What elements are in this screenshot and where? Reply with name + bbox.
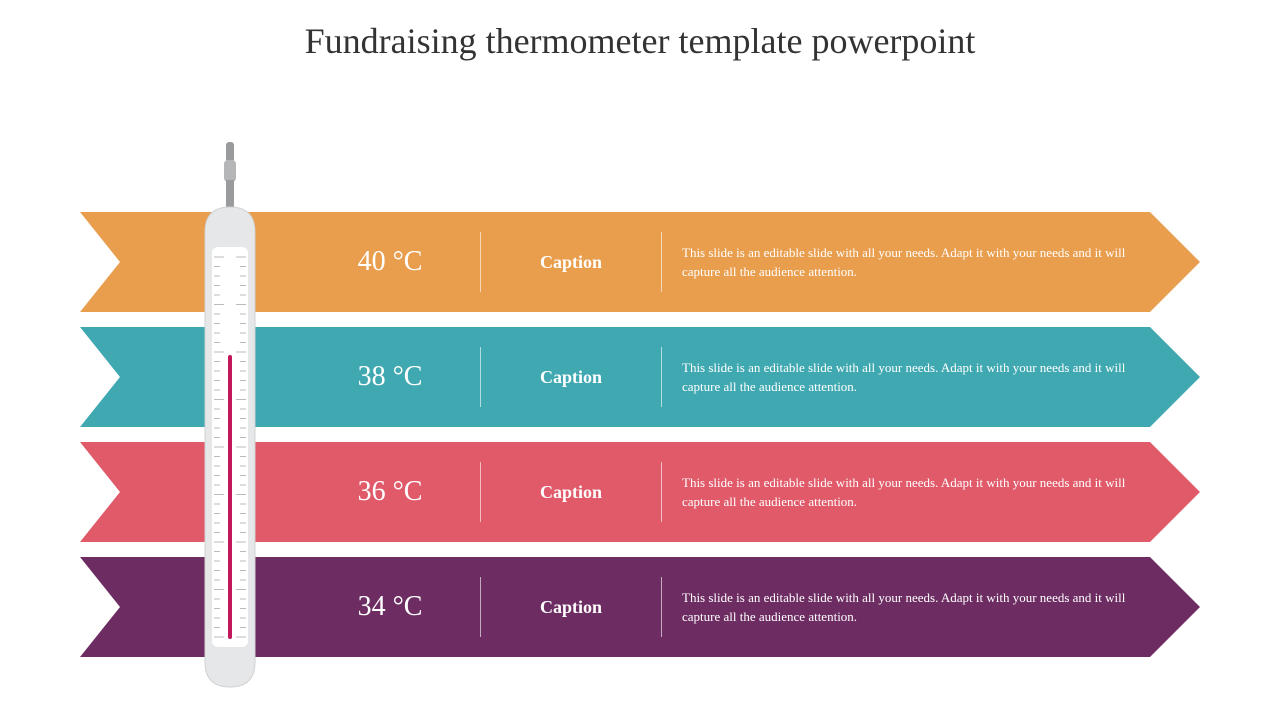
content-area: 40 °C Caption This slide is an editable … xyxy=(0,92,1280,692)
description-2: This slide is an editable slide with all… xyxy=(662,473,1200,512)
description-3: This slide is an editable slide with all… xyxy=(662,588,1200,627)
temperature-1: 38 °C xyxy=(300,361,480,393)
description-0: This slide is an editable slide with all… xyxy=(662,243,1200,282)
temperature-2: 36 °C xyxy=(300,476,480,508)
description-1: This slide is an editable slide with all… xyxy=(662,358,1200,397)
temperature-0: 40 °C xyxy=(300,246,480,278)
slide-title: Fundraising thermometer template powerpo… xyxy=(0,0,1280,62)
caption-1: Caption xyxy=(481,367,661,388)
thermometer-icon xyxy=(185,142,275,702)
caption-3: Caption xyxy=(481,597,661,618)
caption-2: Caption xyxy=(481,482,661,503)
caption-0: Caption xyxy=(481,252,661,273)
temperature-3: 34 °C xyxy=(300,591,480,623)
